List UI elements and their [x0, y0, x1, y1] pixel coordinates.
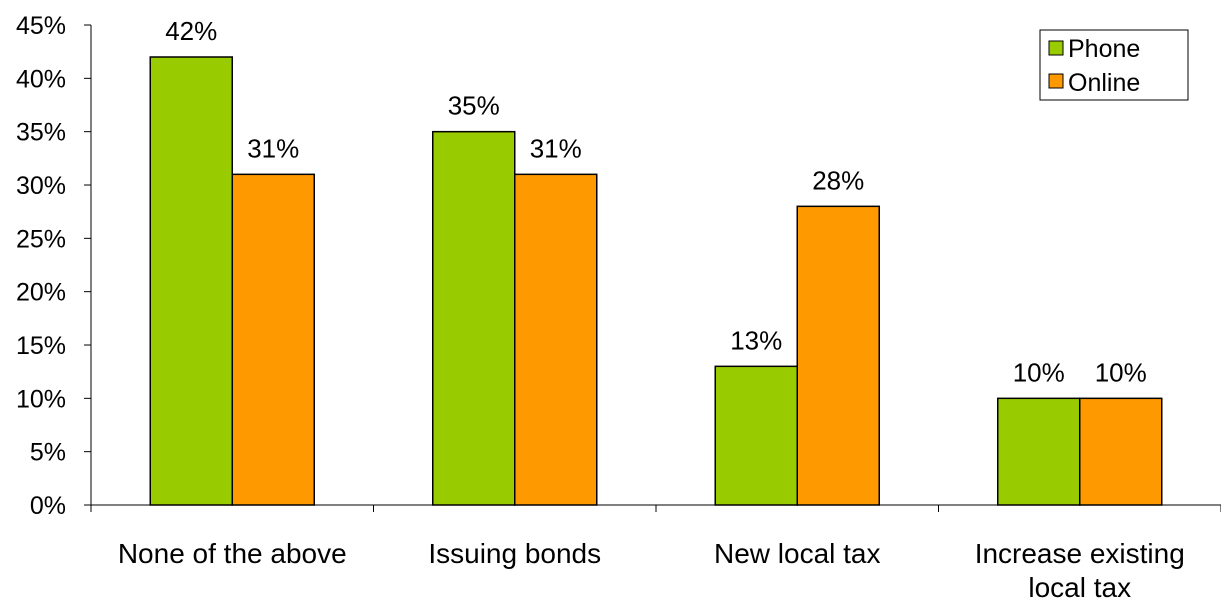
bar-online-1: [514, 173, 598, 506]
bar-online-2: [796, 205, 880, 506]
legend: Phone Online: [1039, 29, 1189, 101]
data-label-phone: 13%: [730, 325, 782, 355]
bar-phone-1: [432, 130, 516, 506]
x-category-label: local tax: [1028, 572, 1131, 602]
y-tick-label: 35%: [16, 119, 66, 147]
data-label-phone: 35%: [448, 91, 500, 121]
legend-label-online: Online: [1068, 69, 1140, 97]
legend-frame: [1039, 29, 1189, 101]
y-tick-label: 15%: [16, 332, 66, 360]
bar-online-3: [1079, 397, 1163, 506]
bars: [149, 56, 1163, 506]
axes: 0% 5% 10% 15% 20% 25% 30% 35% 40% 45% None of the …: [16, 12, 1221, 602]
y-tick-label: 45%: [16, 12, 66, 40]
bar-phone-3: [997, 397, 1081, 506]
bar-online-0: [231, 173, 315, 506]
legend-label-phone: Phone: [1068, 35, 1140, 63]
y-tick-label: 30%: [16, 172, 66, 200]
bar-phone-0: [149, 56, 233, 506]
y-tick-label: 20%: [16, 279, 66, 307]
y-tick-label: 10%: [16, 385, 66, 413]
data-label-phone: 10%: [1013, 357, 1065, 387]
data-label-phone: 42%: [165, 16, 217, 46]
x-category-label: New local tax: [714, 538, 881, 569]
legend-swatch-phone: [1048, 40, 1064, 56]
bar-phone-2: [714, 365, 798, 506]
data-label-online: 28%: [812, 165, 864, 195]
x-category-label: Increase existing: [975, 538, 1185, 569]
y-tick-label: 5%: [30, 439, 66, 467]
data-labels: 42% 31% 35% 31% 13% 28% 10% 10%: [165, 16, 1147, 387]
data-label-online: 31%: [247, 133, 299, 163]
x-category-label: Issuing bonds: [428, 538, 601, 569]
data-label-online: 10%: [1095, 357, 1147, 387]
y-tick-label: 25%: [16, 225, 66, 253]
data-label-online: 31%: [530, 133, 582, 163]
y-tick-label: 0%: [30, 492, 66, 520]
y-tick-label: 40%: [16, 65, 66, 93]
x-category-label: None of the above: [118, 538, 347, 569]
legend-swatch-online: [1048, 73, 1064, 89]
